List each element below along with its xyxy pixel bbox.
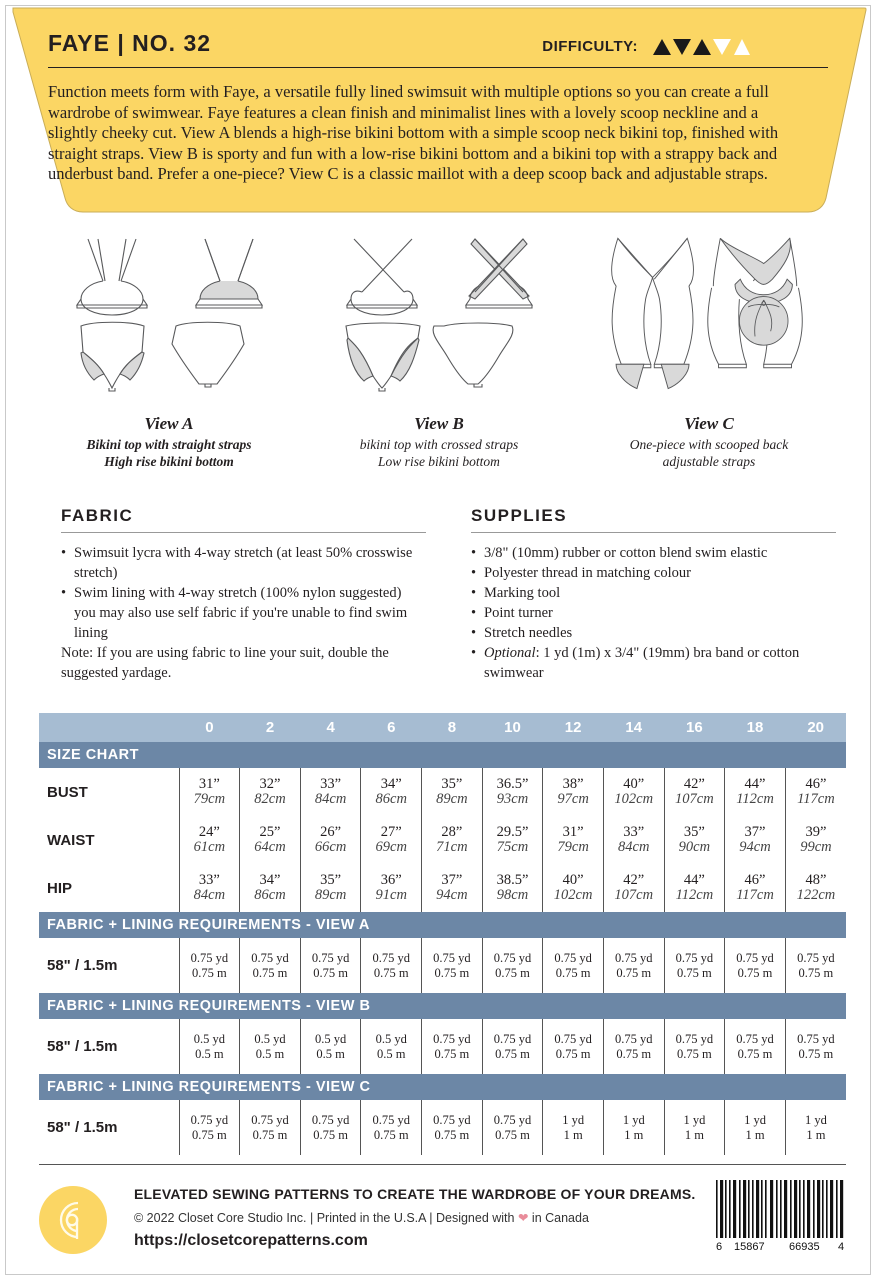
svg-text:4: 4 — [838, 1241, 844, 1253]
svg-text:15867: 15867 — [734, 1241, 765, 1253]
svg-text:66935: 66935 — [789, 1241, 820, 1253]
svg-text:6: 6 — [716, 1241, 722, 1253]
